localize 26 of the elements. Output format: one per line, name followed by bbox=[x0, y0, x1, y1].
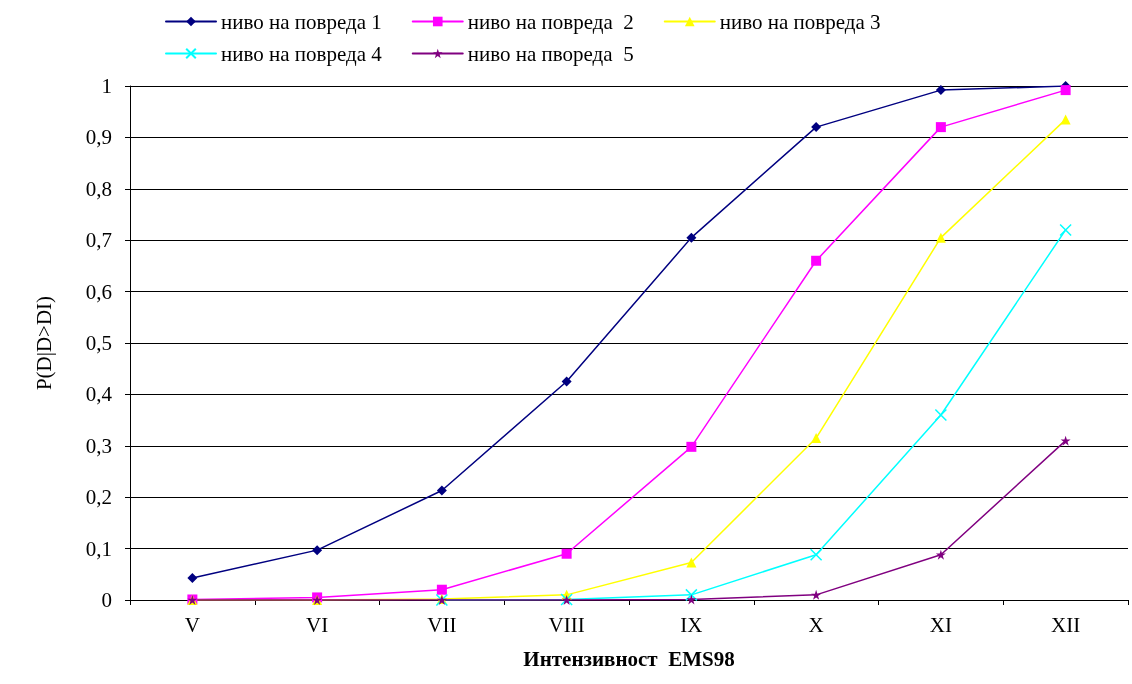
y-tick-label: 1 bbox=[101, 74, 112, 98]
y-tick-label: 0 bbox=[101, 588, 112, 612]
y-axis-title: P(D|D>DI) bbox=[31, 295, 56, 391]
x-tick-label: VIII bbox=[548, 612, 585, 637]
y-tick-label: 0,3 bbox=[85, 433, 112, 458]
legend-label: ниво на пвореда 5 bbox=[467, 41, 634, 66]
x-tick-label: X bbox=[808, 612, 824, 637]
legend-label: ниво на повреда 4 bbox=[221, 41, 383, 66]
x-tick-label: VI bbox=[306, 612, 329, 637]
x-tick-label: XI bbox=[929, 612, 952, 637]
y-tick-label: 0,4 bbox=[85, 382, 113, 407]
y-tick-label: 0,2 bbox=[85, 485, 112, 510]
legend-label: ниво на повреда 1 bbox=[221, 9, 382, 34]
x-tick-label: V bbox=[184, 612, 200, 637]
x-axis-title: Интензивност EMS98 bbox=[523, 646, 735, 671]
y-tick-label: 0,5 bbox=[85, 331, 112, 355]
legend-label: ниво на повреда 3 bbox=[719, 9, 881, 34]
x-tick-label: XII bbox=[1051, 612, 1081, 637]
x-tick-label: IX bbox=[680, 612, 703, 637]
y-tick-label: 0,8 bbox=[85, 176, 112, 201]
y-tick-label: 0,1 bbox=[85, 536, 112, 561]
y-tick-label: 0,7 bbox=[85, 228, 112, 253]
legend-label: ниво на повреда 2 bbox=[467, 9, 634, 34]
y-tick-label: 0,9 bbox=[85, 125, 112, 150]
x-tick-label: VII bbox=[427, 612, 457, 637]
y-tick-label: 0,6 bbox=[85, 279, 112, 304]
